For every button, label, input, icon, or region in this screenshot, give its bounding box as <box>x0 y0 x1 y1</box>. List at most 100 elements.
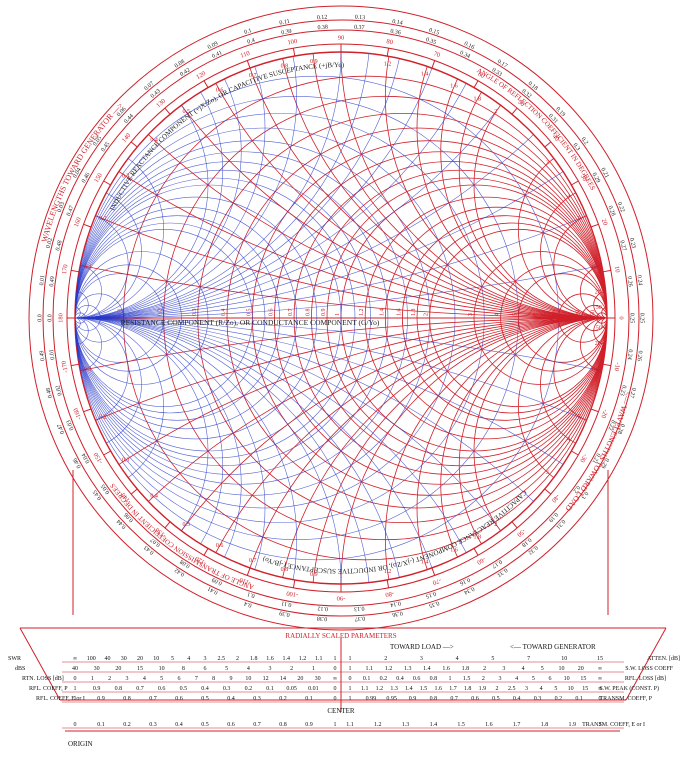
reactance-label: 4 <box>567 437 570 443</box>
wavelength-label: 0.4 <box>247 38 256 46</box>
scale-value: 0.7 <box>253 722 261 728</box>
scale-name: RFL. COEFF, E or I <box>36 696 85 702</box>
scale-value: 2 <box>482 676 485 682</box>
wavelength-label: 0.37 <box>354 615 365 622</box>
scale-value: 1.6 <box>266 656 274 662</box>
scale-value: 2.5 <box>218 656 226 662</box>
reactance-label: 0.3 <box>122 457 130 463</box>
wavelength-label: 0.1 <box>247 590 256 598</box>
scale-value: 8 <box>182 666 185 672</box>
reactance-label: 0.4 <box>150 493 158 499</box>
angle-label: -160 <box>73 407 84 421</box>
scale-value: 20 <box>578 666 584 672</box>
angle-tick <box>293 48 294 56</box>
reactance-label: 4 <box>567 194 570 200</box>
angle-tick <box>387 580 388 588</box>
scale-value: 15 <box>597 656 603 662</box>
reactance-arc <box>0 0 686 318</box>
resistance-label: 2 <box>424 313 430 316</box>
wavelength-label: 0.39 <box>281 29 292 37</box>
scale-value: 12 <box>263 676 269 682</box>
scale-value: 4 <box>247 666 250 672</box>
scale-value: 0.4 <box>227 696 235 702</box>
scale-value: 40 <box>72 666 78 672</box>
scale-value: 1.9 <box>479 686 487 692</box>
center-label: CENTER <box>327 707 355 715</box>
resistance-label: 3 <box>468 313 474 316</box>
wavelength-label: 0.48 <box>55 240 63 252</box>
scale-value: 5 <box>491 656 494 662</box>
scale-value: 0.8 <box>279 722 287 728</box>
reactance-label: 3 <box>546 470 549 476</box>
scale-value: 2 <box>108 676 111 682</box>
scale-value: 5 <box>554 686 557 692</box>
wavelength-label: 0.35 <box>428 599 440 608</box>
susceptance-arc <box>0 0 686 318</box>
scale-value: 0.8 <box>430 696 438 702</box>
resistance-label: 10 <box>553 310 559 316</box>
reactance-arc <box>275 0 686 318</box>
scale-value: 1.6 <box>434 686 442 692</box>
scale-value: 2 <box>599 722 602 728</box>
resistance-label: 1.2 <box>359 309 365 317</box>
scale-value: 1.6 <box>442 666 450 672</box>
reactance-label: 50 <box>596 326 602 332</box>
scale-value: 0.9 <box>409 696 417 702</box>
scale-value: 5 <box>541 666 544 672</box>
scale-value: 4 <box>540 686 543 692</box>
wavelength-label: 0.38 <box>317 615 328 622</box>
angle-tick <box>545 489 551 494</box>
wavelength-label: 0.34 <box>463 585 475 595</box>
angle-label: 80 <box>386 38 394 46</box>
scale-value: 1.8 <box>541 722 549 728</box>
scale-value: 0.05 <box>286 686 297 692</box>
scale-value: 20 <box>115 666 121 672</box>
scale-value: 1.7 <box>449 686 457 692</box>
scale-value: 1 <box>74 686 77 692</box>
angle-tick <box>84 224 92 227</box>
wavelength-label: 0.17 <box>491 558 503 569</box>
scale-value: 0.1 <box>305 696 313 702</box>
resistance-label: 0.1 <box>117 309 123 317</box>
scale-value: 30 <box>315 676 321 682</box>
scale-value: 3 <box>126 676 129 682</box>
scale-value: 9 <box>230 676 233 682</box>
reactance-arc <box>417 0 686 318</box>
wavelength-label: 0.41 <box>207 585 219 595</box>
scale-name: RFL. COEFF, P <box>29 686 68 692</box>
angle-label: -30 <box>578 453 588 464</box>
scale-value: 2 <box>496 686 499 692</box>
scale-value: 1.5 <box>463 676 471 682</box>
angle-tick <box>71 364 79 365</box>
angle-tick <box>571 181 578 185</box>
scale-value: 5 <box>225 666 228 672</box>
reactance-arc <box>385 0 686 318</box>
scale-value: 40 <box>105 656 111 662</box>
angle-tick <box>71 270 79 271</box>
scale-value: 1.8 <box>462 666 470 672</box>
wavelength-label: 0.0 <box>37 314 43 322</box>
wavelength-label: 0.11 <box>279 19 290 27</box>
wavelength-label: 0.36 <box>390 29 401 37</box>
resistance-label: 1.8 <box>411 309 417 317</box>
scale-value: 0.6 <box>175 696 183 702</box>
wavelength-label: 0.14 <box>390 600 401 608</box>
scale-value: 1.3 <box>390 686 398 692</box>
scale-value: 0.3 <box>223 686 231 692</box>
scale-value: 4 <box>515 676 518 682</box>
scale-value: 0.2 <box>279 696 287 702</box>
reactance-label: 5 <box>578 415 581 421</box>
direction: TOWARD LOAD —> <box>390 643 454 651</box>
scale-value: 0.7 <box>149 696 157 702</box>
scale-value: 1.2 <box>299 656 307 662</box>
resistance-label: 0.9 <box>321 309 327 317</box>
scale-value: ∞ <box>333 676 337 682</box>
wavelength-label: 0.42 <box>174 566 186 577</box>
scale-value: 1 <box>349 666 352 672</box>
wavelength-label: 0.16 <box>463 41 475 51</box>
angle-label: 180 <box>57 313 64 323</box>
scale-value: 15 <box>137 666 143 672</box>
wavelength-label: 0.19 <box>554 106 566 118</box>
angle-tick <box>204 548 208 555</box>
